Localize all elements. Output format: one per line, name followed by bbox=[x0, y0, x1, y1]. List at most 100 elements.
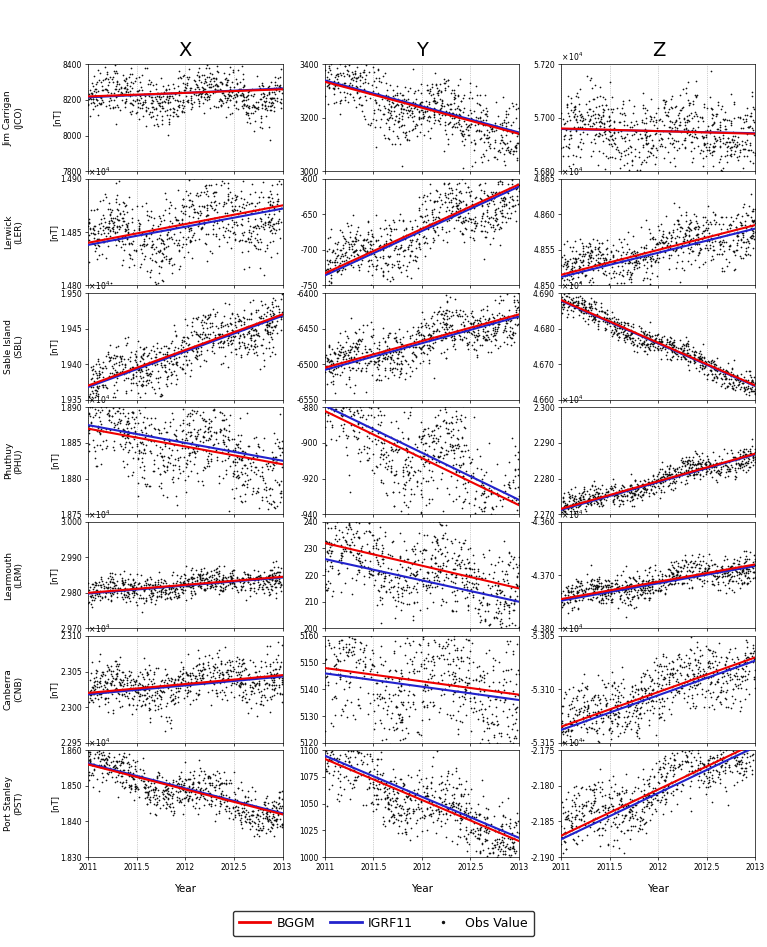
Point bbox=[328, 689, 341, 705]
Point bbox=[560, 122, 572, 137]
Point bbox=[606, 150, 618, 165]
Point bbox=[209, 570, 222, 585]
Point bbox=[617, 319, 630, 334]
Point bbox=[389, 593, 401, 608]
Point bbox=[104, 69, 116, 84]
Point bbox=[331, 341, 343, 356]
Point bbox=[744, 375, 756, 390]
Point bbox=[747, 228, 759, 243]
Point bbox=[214, 425, 226, 440]
Point bbox=[426, 230, 439, 245]
Point bbox=[209, 813, 221, 829]
Point bbox=[624, 795, 636, 810]
Text: $\times\,10^{4}$: $\times\,10^{4}$ bbox=[88, 622, 110, 635]
Point bbox=[593, 705, 605, 720]
Point bbox=[184, 233, 196, 248]
Point bbox=[621, 492, 633, 508]
Point bbox=[222, 329, 235, 344]
Point bbox=[492, 771, 505, 786]
Point bbox=[263, 677, 275, 692]
Point bbox=[92, 402, 104, 418]
Point bbox=[459, 682, 471, 697]
Point bbox=[485, 506, 497, 521]
Point bbox=[146, 220, 158, 235]
Point bbox=[406, 363, 418, 378]
Point bbox=[364, 670, 377, 685]
Point bbox=[726, 559, 738, 574]
Point bbox=[150, 340, 163, 355]
Point bbox=[707, 372, 719, 387]
Point bbox=[706, 107, 719, 122]
Point bbox=[427, 324, 439, 339]
Point bbox=[426, 234, 439, 249]
Point bbox=[749, 714, 761, 729]
Point bbox=[689, 220, 701, 235]
Point bbox=[463, 554, 476, 569]
Point bbox=[593, 827, 605, 842]
Point bbox=[671, 796, 683, 812]
Point bbox=[635, 582, 647, 598]
Point bbox=[720, 457, 732, 473]
Point bbox=[473, 808, 486, 823]
Point bbox=[451, 324, 463, 339]
Point bbox=[270, 215, 282, 230]
Point bbox=[250, 445, 262, 460]
Point bbox=[499, 597, 511, 612]
Point bbox=[627, 570, 639, 585]
Point bbox=[650, 688, 662, 704]
Point bbox=[691, 567, 703, 582]
Point bbox=[403, 585, 415, 600]
Point bbox=[100, 575, 112, 590]
Point bbox=[581, 575, 594, 590]
Point bbox=[455, 118, 467, 134]
Point bbox=[601, 492, 613, 508]
Point bbox=[636, 582, 648, 598]
Point bbox=[91, 366, 104, 382]
Point bbox=[218, 229, 230, 244]
Point bbox=[420, 315, 433, 331]
Point bbox=[179, 576, 191, 591]
Point bbox=[708, 751, 720, 766]
Point bbox=[166, 581, 179, 596]
Point bbox=[652, 679, 664, 694]
Point bbox=[644, 109, 656, 124]
Point bbox=[480, 108, 492, 123]
Point bbox=[153, 466, 166, 481]
Point bbox=[673, 646, 686, 661]
Point bbox=[380, 76, 392, 91]
Point bbox=[94, 588, 107, 603]
Point bbox=[650, 115, 662, 130]
Point bbox=[345, 758, 357, 773]
Point bbox=[264, 570, 276, 585]
Text: Lerwick
(LER): Lerwick (LER) bbox=[4, 215, 23, 249]
Point bbox=[630, 124, 642, 139]
Point bbox=[343, 58, 355, 73]
Point bbox=[218, 197, 230, 212]
Point bbox=[246, 176, 258, 191]
Point bbox=[650, 235, 663, 250]
Point bbox=[727, 381, 739, 396]
Point bbox=[343, 251, 355, 266]
Point bbox=[160, 678, 173, 693]
Point bbox=[202, 421, 214, 437]
Point bbox=[410, 337, 422, 352]
Point bbox=[591, 579, 604, 594]
Point bbox=[372, 432, 384, 447]
Point bbox=[94, 687, 107, 702]
Point bbox=[379, 818, 391, 833]
Point bbox=[615, 797, 627, 813]
Point bbox=[594, 576, 607, 591]
Point bbox=[242, 84, 254, 99]
Point bbox=[274, 69, 286, 84]
Point bbox=[384, 574, 396, 589]
Point bbox=[599, 679, 611, 694]
Point bbox=[641, 336, 653, 351]
Point bbox=[696, 564, 708, 580]
Point bbox=[199, 81, 211, 97]
Point bbox=[152, 276, 164, 291]
Point bbox=[130, 364, 142, 379]
Point bbox=[100, 220, 112, 235]
Point bbox=[439, 435, 452, 450]
Point bbox=[440, 595, 453, 610]
Point bbox=[575, 302, 588, 317]
